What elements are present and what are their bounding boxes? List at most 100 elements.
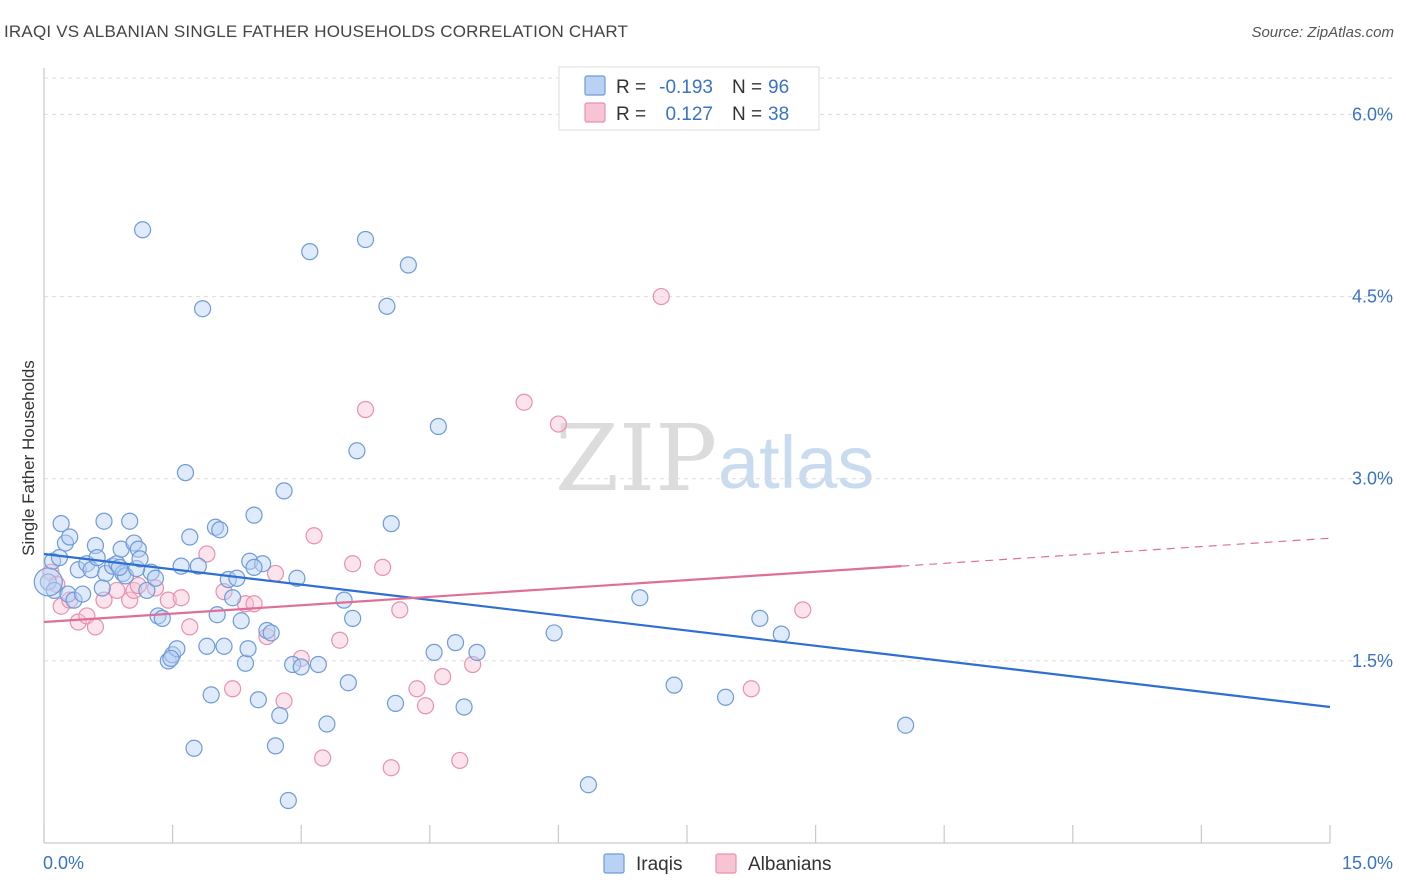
iraqi-point [309,655,327,674]
iraqi-point [266,737,285,755]
watermark-atlas: atlas [718,421,874,504]
bottom-legend-swatch-albanians [715,853,737,874]
iraqi-point [215,637,233,655]
iraqi-point [61,528,79,546]
iraqi-point [95,512,113,530]
albanian-point [391,601,409,619]
legend-n-value-iraqis: 96 [768,77,789,98]
albanian-point [159,591,177,609]
y-axis-title: Single Father Households [19,360,38,556]
legend-r-value-iraqis: -0.193 [659,77,713,98]
iraqi-point [93,579,111,597]
iraqi-point [202,686,220,704]
iraqi-point [335,591,353,609]
iraqi-point [224,589,242,607]
y-tick-labels: 1.5% 3.0% 4.5% 6.0% [1352,104,1393,670]
iraqi-point [716,688,735,706]
iraqi-point [39,573,57,591]
iraqi-point [45,581,63,600]
albanian-point [451,751,469,770]
iraqi-point [194,300,212,318]
iraqi-point [468,643,486,661]
iraqi-point [198,637,216,655]
legend-r-value-albanians: 0.127 [665,104,713,125]
albanian-point [121,591,139,609]
iraqi-point [271,706,289,725]
albanian-point [86,618,105,636]
legend-n-value-albanians: 38 [768,104,789,125]
iraqi-point [232,612,250,630]
iraqi-point [772,625,790,643]
iraqi-point [131,550,149,568]
x-tick-label-max: 15.0% [1342,853,1393,873]
iraqis-trend-line [43,552,1331,709]
y-tick-label: 4.5% [1352,287,1393,307]
iraqi-point [279,791,297,810]
iraqi-point [211,521,229,539]
albanian-point [344,555,362,573]
albanian-point [198,545,216,563]
albanian-point [331,631,349,649]
albanians-trend-line [43,565,902,624]
iraqi-point [425,643,443,661]
iraqi-point [245,558,263,576]
iraqi-point [631,589,649,607]
iraqi-point [344,609,362,627]
iraqi-point [185,739,203,757]
iraqi-point [446,634,465,652]
albanian-point [172,589,190,607]
iraqi-point [138,581,156,600]
iraqi-point [378,297,396,315]
iraqi-point [318,715,336,733]
albanian-point [356,400,375,419]
y-tick-label: 3.0% [1352,469,1393,489]
albanian-point [515,393,533,411]
y-tick-label: 6.0% [1352,104,1393,124]
albanian-point [224,680,242,698]
bottom-legend-label-iraqis: Iraqis [636,854,682,875]
iraqi-point [168,640,186,658]
albanian-point [652,287,670,306]
albanian-point [69,613,87,631]
iraqi-point [665,676,683,694]
iraqi-point [301,243,319,261]
iraqi-point [50,549,69,567]
bottom-legend-swatch-iraqis [603,853,625,874]
iraqi-point [399,256,417,274]
legend-swatch-albanians [584,102,606,123]
iraqi-point [73,585,92,603]
legend-swatch-iraqis [584,75,606,96]
iraqi-point [181,528,199,546]
albanian-point [181,618,199,636]
albanians-trend-extension [901,537,1331,567]
iraqi-point [65,591,83,609]
iraqi-point [146,569,165,587]
legend-r-label-iraqis: R = [616,77,646,98]
axes [43,68,1331,844]
chart-title: IRAQI VS ALBANIAN SINGLE FATHER HOUSEHOL… [4,22,629,41]
trend-lines [43,537,1331,709]
albanian-point [382,759,400,777]
albanian-point [275,692,293,710]
legend-r-label-albanians: R = [616,104,646,125]
albanian-point [129,576,147,595]
iraqi-point [33,567,63,597]
iraqi-point [292,658,310,676]
iraqi-point [189,557,207,575]
legend-n-label-iraqis: N = [732,77,762,98]
iraqi-point [254,555,272,573]
iraqi-point [52,515,70,533]
iraqi-point [386,694,405,712]
iraqi-point [162,649,180,668]
albanian-point [549,415,568,433]
iraqi-point [339,674,357,692]
albanian-point [314,749,332,767]
albanians-points [42,287,812,777]
source-credit: Source: ZipAtlas.com [1251,24,1394,41]
albanian-point [742,680,760,698]
iraqi-point [455,698,473,716]
iraqi-point [176,464,195,482]
iraqi-point [239,640,257,658]
iraqi-point [153,609,171,627]
